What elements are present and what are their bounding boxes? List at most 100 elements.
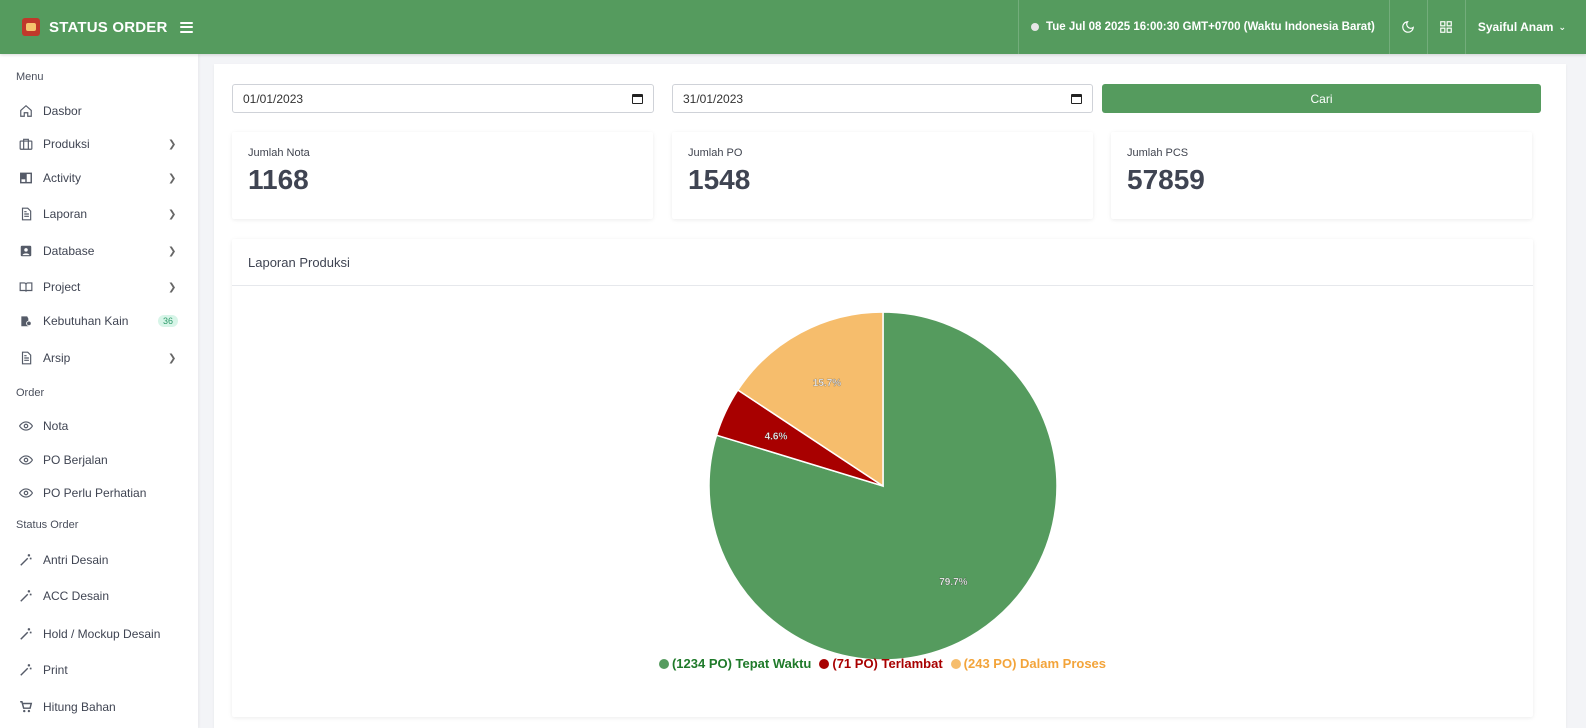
stat-label: Jumlah Nota — [248, 147, 310, 159]
count-badge: 36 — [157, 315, 178, 327]
pie-slice-2[interactable] — [736, 311, 884, 488]
legend-label: (1234 PO) Tepat Waktu — [671, 656, 812, 671]
hamburger-menu-icon[interactable] — [179, 21, 193, 33]
sidebar-item-print[interactable]: Print — [0, 655, 198, 685]
brand[interactable]: STATUS ORDER — [0, 0, 193, 54]
home-icon — [19, 104, 33, 118]
legend-item-1[interactable]: (71 PO) Terlambat — [819, 656, 943, 671]
main-content: 01/01/2023 31/01/2023 Cari Jumlah Nota 1… — [214, 64, 1566, 728]
eye-icon — [19, 453, 33, 467]
chevron-right-icon: ❯ — [168, 208, 177, 220]
stat-value: 1168 — [248, 164, 309, 195]
legend-item-2[interactable]: (243 PO) Dalam Proses — [950, 656, 1107, 671]
end-date-input[interactable]: 31/01/2023 — [672, 84, 1093, 113]
chart-card-title: Laporan Produksi — [232, 239, 1533, 286]
pie-label-0: 79.7% — [939, 577, 967, 588]
sidebar-section-order: Order — [16, 387, 45, 399]
briefcase-icon — [19, 137, 33, 151]
moon-icon — [1402, 21, 1415, 33]
user-menu[interactable]: Syaiful Anam ⌄ — [1464, 0, 1586, 54]
sidebar-item-label: Hold / Mockup Desain — [43, 627, 161, 641]
search-button[interactable]: Cari — [1102, 84, 1541, 113]
sidebar-item-label: PO Berjalan — [43, 453, 108, 467]
stat-card-jumlah-po: Jumlah PO 1548 — [672, 132, 1093, 219]
sidebar-item-label: Arsip — [43, 351, 71, 365]
eye-icon — [19, 419, 33, 433]
sidebar-item-produksi[interactable]: Produksi ❯ — [0, 129, 198, 159]
cart-icon — [19, 700, 33, 714]
sidebar-item-label: Hitung Bahan — [43, 700, 116, 714]
sidebar: Menu Dasbor Produksi ❯ Activity ❯ Lapora… — [0, 54, 198, 728]
sidebar-item-po-berjalan[interactable]: PO Berjalan — [0, 445, 198, 475]
shirt-icon — [19, 314, 33, 328]
apps-button[interactable] — [1426, 0, 1465, 54]
legend-dot-icon — [950, 658, 961, 669]
file-icon — [19, 207, 33, 221]
sidebar-item-label: ACC Desain — [43, 589, 110, 603]
stat-card-jumlah-pcs: Jumlah PCS 57859 — [1111, 132, 1532, 219]
datetime-text: Tue Jul 08 2025 16:00:30 GMT+0700 (Waktu… — [1046, 21, 1375, 33]
sidebar-item-antri-desain[interactable]: Antri Desain — [0, 545, 198, 575]
sidebar-item-label: Antri Desain — [43, 553, 109, 567]
chevron-right-icon: ❯ — [168, 245, 177, 257]
sidebar-item-project[interactable]: Project ❯ — [0, 272, 198, 302]
magic-wand-icon — [19, 663, 33, 677]
sidebar-item-dasbor[interactable]: Dasbor — [0, 96, 198, 126]
legend-dot-icon — [658, 658, 669, 669]
sidebar-item-label: Laporan — [43, 207, 88, 221]
legend-item-0[interactable]: (1234 PO) Tepat Waktu — [658, 656, 812, 671]
sidebar-item-acc-desain[interactable]: ACC Desain — [0, 581, 198, 611]
stat-label: Jumlah PO — [688, 147, 743, 159]
start-date-value: 01/01/2023 — [243, 91, 304, 106]
magic-wand-icon — [19, 589, 33, 603]
legend-label: (243 PO) Dalam Proses — [963, 656, 1107, 671]
sidebar-item-po-perlu-perhatian[interactable]: PO Perlu Perhatian — [0, 478, 198, 508]
stat-card-jumlah-nota: Jumlah Nota 1168 — [232, 132, 653, 219]
chevron-right-icon: ❯ — [168, 281, 177, 293]
chevron-down-icon: ⌄ — [1558, 21, 1566, 32]
calendar-icon[interactable] — [632, 93, 643, 104]
pie-label-2: 15.7% — [813, 378, 841, 389]
sidebar-item-laporan[interactable]: Laporan ❯ — [0, 199, 198, 229]
sidebar-item-label: Kebutuhan Kain — [43, 314, 129, 328]
sidebar-item-nota[interactable]: Nota — [0, 411, 198, 441]
datetime-display: Tue Jul 08 2025 16:00:30 GMT+0700 (Waktu… — [1018, 0, 1389, 54]
chevron-right-icon: ❯ — [168, 352, 177, 364]
file-icon — [19, 351, 33, 365]
legend-label: (71 PO) Terlambat — [832, 656, 943, 671]
chart-legend: (1234 PO) Tepat Waktu (71 PO) Terlambat (2… — [232, 656, 1533, 671]
sidebar-item-hitung-bahan[interactable]: Hitung Bahan — [0, 692, 198, 722]
stat-label: Jumlah PCS — [1127, 147, 1189, 159]
stat-value: 57859 — [1127, 164, 1205, 195]
dark-mode-toggle[interactable] — [1388, 0, 1427, 54]
magic-wand-icon — [19, 627, 33, 641]
start-date-input[interactable]: 01/01/2023 — [232, 84, 654, 113]
sidebar-item-label: PO Perlu Perhatian — [43, 486, 147, 500]
sidebar-item-label: Database — [43, 244, 95, 258]
app-title: STATUS ORDER — [49, 18, 168, 36]
sidebar-item-label: Project — [43, 280, 81, 294]
pie-chart: 79.7% 4.6% 15.7% — [708, 311, 1058, 661]
logo-icon — [22, 18, 40, 36]
sidebar-item-kebutuhan-kain[interactable]: Kebutuhan Kain 36 — [0, 306, 198, 336]
end-date-value: 31/01/2023 — [683, 91, 744, 106]
sidebar-item-label: Produksi — [43, 137, 90, 151]
sidebar-section-menu: Menu — [16, 71, 44, 83]
sidebar-item-activity[interactable]: Activity ❯ — [0, 163, 198, 193]
production-report-card: Laporan Produksi 79.7% 4.6% 15.7% (1234 PO… — [232, 239, 1533, 717]
chevron-right-icon: ❯ — [168, 138, 177, 150]
sidebar-item-database[interactable]: Database ❯ — [0, 236, 198, 266]
magic-wand-icon — [19, 553, 33, 567]
sidebar-item-hold-mockup-desain[interactable]: Hold / Mockup Desain — [0, 619, 198, 649]
stat-value: 1548 — [688, 164, 751, 195]
calendar-icon[interactable] — [1071, 93, 1082, 104]
sidebar-item-label: Print — [43, 663, 68, 677]
sidebar-item-label: Dasbor — [43, 104, 82, 118]
sidebar-item-label: Nota — [43, 419, 69, 433]
user-name: Syaiful Anam — [1477, 20, 1554, 34]
sidebar-item-arsip[interactable]: Arsip ❯ — [0, 343, 198, 373]
pie-chart-container: 79.7% 4.6% 15.7% — [232, 286, 1533, 717]
contact-icon — [19, 244, 33, 258]
chevron-right-icon: ❯ — [168, 172, 177, 184]
top-navbar: STATUS ORDER Tue Jul 08 2025 16:00:30 GM… — [0, 0, 1586, 54]
